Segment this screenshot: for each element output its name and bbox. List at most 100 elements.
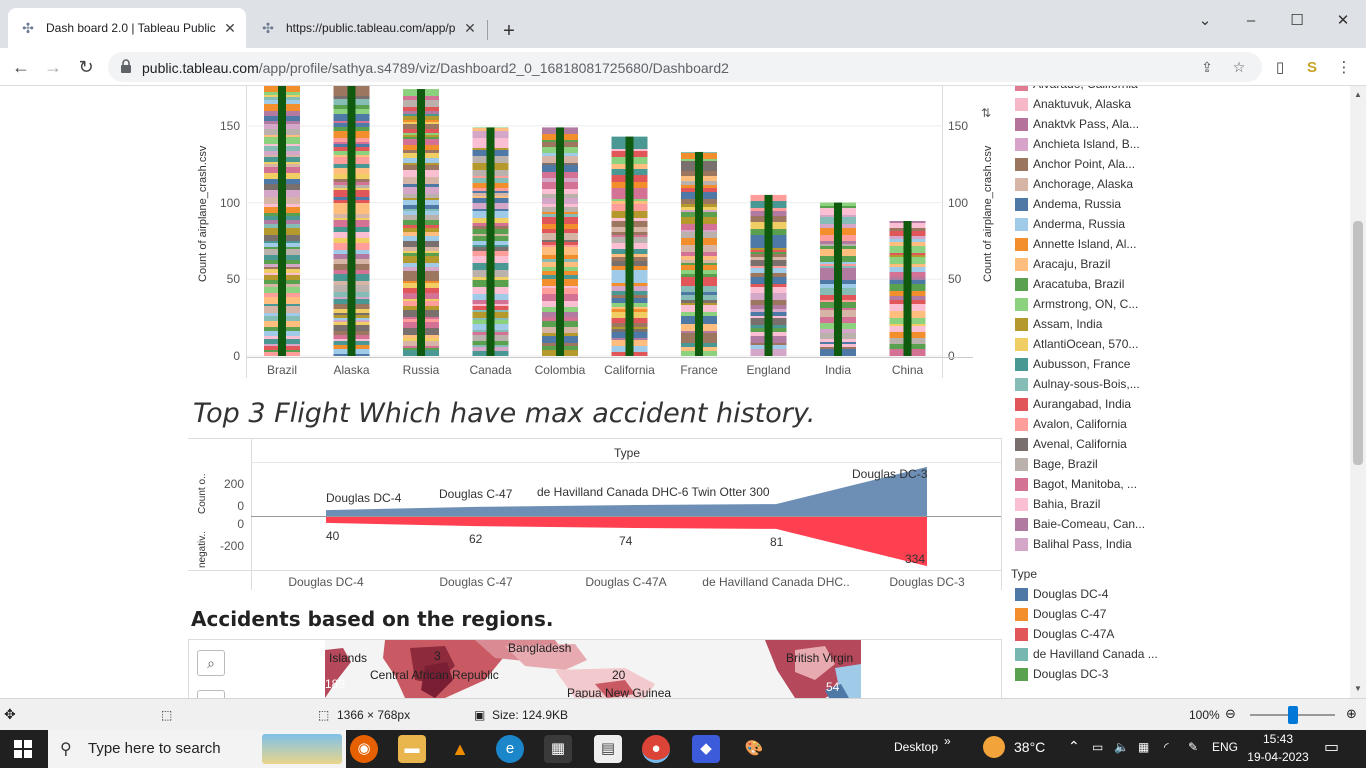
legend-item[interactable]: Avalon, California	[1015, 414, 1127, 434]
legend-item[interactable]: AtlantiOcean, 570...	[1015, 334, 1138, 354]
weather-temp[interactable]: 38°C	[1014, 739, 1046, 755]
maximize-button[interactable]: ☐	[1290, 12, 1304, 29]
tab-tableau-url[interactable]: ✣ https://public.tableau.com/app/p ✕	[248, 8, 486, 48]
close-icon[interactable]: ✕	[464, 20, 476, 36]
windows-start-icon[interactable]	[14, 740, 34, 760]
legend-item[interactable]: Anchieta Island, B...	[1015, 134, 1140, 154]
legend-item[interactable]: Aracatuba, Brazil	[1015, 274, 1124, 294]
language-indicator[interactable]: ENG	[1212, 740, 1239, 754]
legend-item[interactable]: Avenal, California	[1015, 434, 1127, 454]
zoom-in-icon[interactable]: ⊕	[1346, 706, 1357, 721]
legend-item[interactable]: Armstrong, ON, C...	[1015, 294, 1138, 314]
share-icon[interactable]: ⇪	[1201, 59, 1213, 75]
legend-item[interactable]: Douglas C-47	[1015, 604, 1106, 624]
network-icon[interactable]: ▦	[1138, 740, 1150, 754]
meet-icon[interactable]: ▭	[1092, 740, 1104, 754]
legend-item[interactable]: Balihal Pass, India	[1015, 534, 1132, 554]
bar-canada[interactable]	[472, 127, 509, 356]
chrome-icon[interactable]: ●	[642, 735, 670, 763]
tab-search-icon[interactable]: ⌄	[1198, 12, 1212, 29]
firefox-icon[interactable]: ◉	[350, 735, 378, 763]
clock-time[interactable]: 15:43	[1262, 732, 1294, 746]
minimize-button[interactable]: –	[1246, 12, 1256, 29]
extension-icon[interactable]: S	[1306, 59, 1317, 76]
forward-icon[interactable]: →	[44, 57, 62, 77]
pen-icon[interactable]: ✎	[1188, 740, 1199, 754]
legend-item[interactable]: Anaktuvuk, Alaska	[1015, 94, 1131, 114]
map-search-icon[interactable]: ⌕	[197, 650, 225, 676]
legend-item[interactable]: Douglas C-47A	[1015, 624, 1114, 644]
legend-item[interactable]: Douglas DC-4	[1015, 584, 1108, 604]
file-explorer-icon[interactable]: ▬	[398, 735, 426, 763]
close-icon[interactable]: ✕	[224, 20, 236, 36]
legend-label: Bage, Brazil	[1033, 457, 1098, 471]
legend-item[interactable]: Assam, India	[1015, 314, 1102, 334]
bar-overlay	[486, 127, 495, 356]
wifi-icon[interactable]: ◜	[1164, 740, 1169, 754]
scroll-down-icon[interactable]: ▼	[1354, 684, 1362, 693]
legend-item[interactable]: Bagot, Manitoba, ...	[1015, 474, 1137, 494]
bar-alaska[interactable]	[333, 86, 370, 356]
bar-brazil[interactable]	[264, 86, 300, 356]
bar-france[interactable]	[681, 151, 717, 356]
notification-icon[interactable]: ▭	[1324, 739, 1340, 756]
legend-item[interactable]: de Havilland Canada ...	[1015, 644, 1158, 664]
legend-item[interactable]: Aubusson, France	[1015, 354, 1130, 374]
legend-item[interactable]: Bahia, Brazil	[1015, 494, 1100, 514]
desktop-toolbar[interactable]: Desktop	[894, 740, 939, 754]
legend-item[interactable]: Anchor Point, Ala...	[1015, 154, 1135, 174]
reload-icon[interactable]: ↻	[78, 57, 94, 77]
legend-item[interactable]: Aulnay-sous-Bois,...	[1015, 374, 1140, 394]
volume-icon[interactable]: 🔈	[1114, 740, 1129, 754]
edge-icon[interactable]: e	[496, 735, 524, 763]
scroll-up-icon[interactable]: ▲	[1354, 90, 1362, 99]
legend-swatch	[1015, 537, 1028, 551]
bar-russia[interactable]	[403, 89, 439, 357]
bar-colombia[interactable]	[542, 127, 578, 356]
sidepanel-icon[interactable]: ▯	[1275, 59, 1285, 76]
area-lower[interactable]	[326, 517, 927, 567]
clock-date[interactable]: 19-04-2023	[1247, 750, 1309, 764]
vlc-icon[interactable]: ▲	[451, 739, 469, 759]
legend-item[interactable]: Anaktvk Pass, Ala...	[1015, 114, 1139, 134]
legend-item[interactable]: Anchorage, Alaska	[1015, 174, 1133, 194]
notepad-icon[interactable]: ▤	[594, 735, 622, 763]
zoom-slider-thumb[interactable]	[1288, 706, 1298, 724]
bar-china[interactable]	[889, 221, 926, 356]
close-window-button[interactable]: ✕	[1336, 12, 1350, 29]
legend-item[interactable]: Aurangabad, India	[1015, 394, 1131, 414]
store-icon[interactable]: ▦	[544, 735, 572, 763]
legend-item[interactable]: Bage, Brazil	[1015, 454, 1098, 474]
legend-item[interactable]: Aracaju, Brazil	[1015, 254, 1110, 274]
y-tick: 150	[948, 118, 969, 133]
taskbar-search[interactable]: ⚲ Type here to search	[48, 730, 346, 768]
bar-india[interactable]	[820, 202, 856, 356]
legend-label: Armstrong, ON, C...	[1033, 297, 1139, 311]
map-zoom-button[interactable]	[197, 690, 225, 698]
scroll-thumb[interactable]	[1353, 221, 1363, 465]
back-icon[interactable]: ←	[12, 57, 30, 77]
move-icon[interactable]: ✥	[4, 706, 16, 722]
bar-england[interactable]	[750, 194, 787, 356]
bookmark-star-icon[interactable]: ☆	[1232, 59, 1246, 75]
bar-california[interactable]	[611, 136, 648, 356]
legend-item[interactable]: Annette Island, Al...	[1015, 234, 1136, 254]
legend-item[interactable]: Anderma, Russia	[1015, 214, 1125, 234]
legend-item[interactable]: Baie-Comeau, Can...	[1015, 514, 1145, 534]
address-bar[interactable]: public.tableau.com/app/profile/sathya.s4…	[108, 52, 1262, 82]
menu-icon[interactable]: ⋮	[1336, 59, 1352, 76]
legend-item[interactable]: Douglas DC-3	[1015, 664, 1108, 684]
paint-icon[interactable]: 🎨	[744, 740, 764, 757]
new-tab-button[interactable]: +	[503, 20, 515, 42]
legend-item[interactable]: Alvarado, California	[1015, 86, 1138, 94]
chevron-icon[interactable]: »	[944, 734, 951, 748]
page-scrollbar[interactable]: ▲ ▼	[1350, 86, 1366, 698]
zoom-out-icon[interactable]: ⊖	[1225, 706, 1236, 721]
area-upper[interactable]	[326, 466, 927, 516]
copilot-icon[interactable]: ◆	[692, 735, 720, 763]
select-region-icon[interactable]: ⬚	[161, 708, 173, 722]
tab-dashboard[interactable]: ✣ Dash board 2.0 | Tableau Public ✕	[8, 8, 246, 48]
sort-icon[interactable]: ⇅	[981, 106, 992, 120]
tray-overflow-icon[interactable]: ⌃	[1068, 738, 1080, 754]
legend-item[interactable]: Andema, Russia	[1015, 194, 1121, 214]
